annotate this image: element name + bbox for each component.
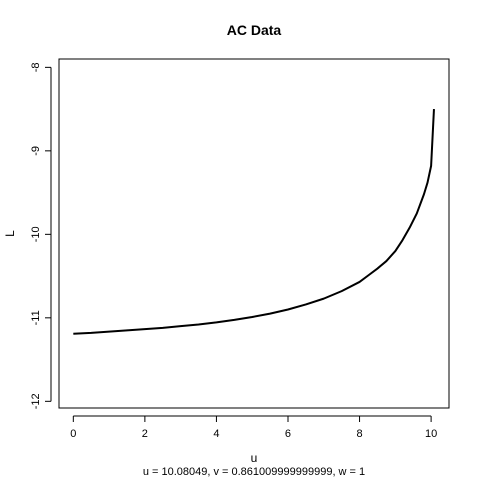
- series-line-0: [73, 109, 435, 335]
- x-tick-label: 6: [285, 428, 291, 440]
- x-tick-label: 8: [356, 428, 362, 440]
- y-axis: -12 -11 -10 -9 -8: [30, 62, 52, 409]
- y-axis-label: L: [3, 230, 17, 237]
- y-tick-label: -10: [30, 226, 42, 242]
- plot-frame: [58, 58, 450, 409]
- y-tick-label: -12: [30, 393, 42, 409]
- series-layer: [73, 109, 435, 335]
- chart-title: AC Data: [227, 22, 282, 38]
- x-tick-label: 0: [70, 428, 76, 440]
- x-tick-label: 2: [142, 428, 148, 440]
- y-tick-label: -8: [30, 62, 42, 72]
- chart-subtitle: u = 10.08049, v = 0.861009999999999, w =…: [143, 466, 365, 478]
- x-tick-label: 4: [213, 428, 219, 440]
- x-tick-label: 10: [425, 428, 437, 440]
- y-tick-label: -9: [30, 146, 42, 156]
- x-axis: 0 2 4 6 8 10: [70, 415, 437, 440]
- x-axis-label: u: [251, 451, 258, 465]
- y-tick-label: -11: [30, 310, 42, 325]
